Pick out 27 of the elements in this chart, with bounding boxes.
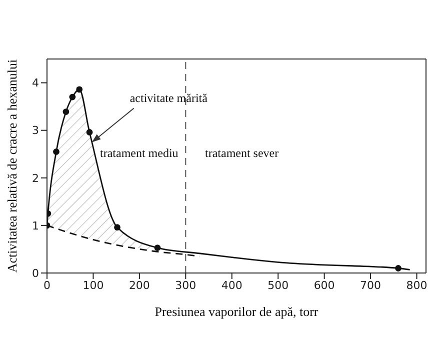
annotation: activitate mărită	[130, 91, 208, 106]
x-tick-label: 400	[221, 278, 242, 292]
point	[69, 94, 76, 100]
x-tick-label: 500	[268, 278, 289, 292]
annotation: tratament sever	[205, 146, 279, 161]
y-tick-label: 0	[32, 266, 39, 280]
x-tick-label: 600	[314, 278, 335, 292]
y-tick-label: 4	[32, 76, 39, 90]
point	[395, 265, 402, 272]
point	[154, 244, 161, 251]
point	[114, 224, 120, 231]
x-tick-label: 700	[360, 278, 382, 292]
point	[62, 108, 70, 115]
annotation: tratament mediu	[100, 146, 178, 161]
x-axis-title: Presiunea vaporilor de apă, torr	[154, 304, 319, 319]
x-tick-label: 300	[175, 278, 196, 292]
point	[86, 129, 93, 136]
y-tick-label: 3	[32, 124, 39, 138]
y-tick-label: 2	[32, 172, 39, 185]
y-tick-label: 1	[32, 219, 39, 232]
x-tick-label: 100	[82, 278, 104, 292]
y-axis-title: Activitatea relativă de cracre a hexanului	[4, 58, 20, 273]
x-tick-label: 800	[406, 278, 428, 292]
point	[53, 148, 60, 155]
point	[76, 86, 83, 93]
x-tick-label: 200	[128, 278, 150, 292]
x-tick-label: 0	[44, 278, 50, 292]
